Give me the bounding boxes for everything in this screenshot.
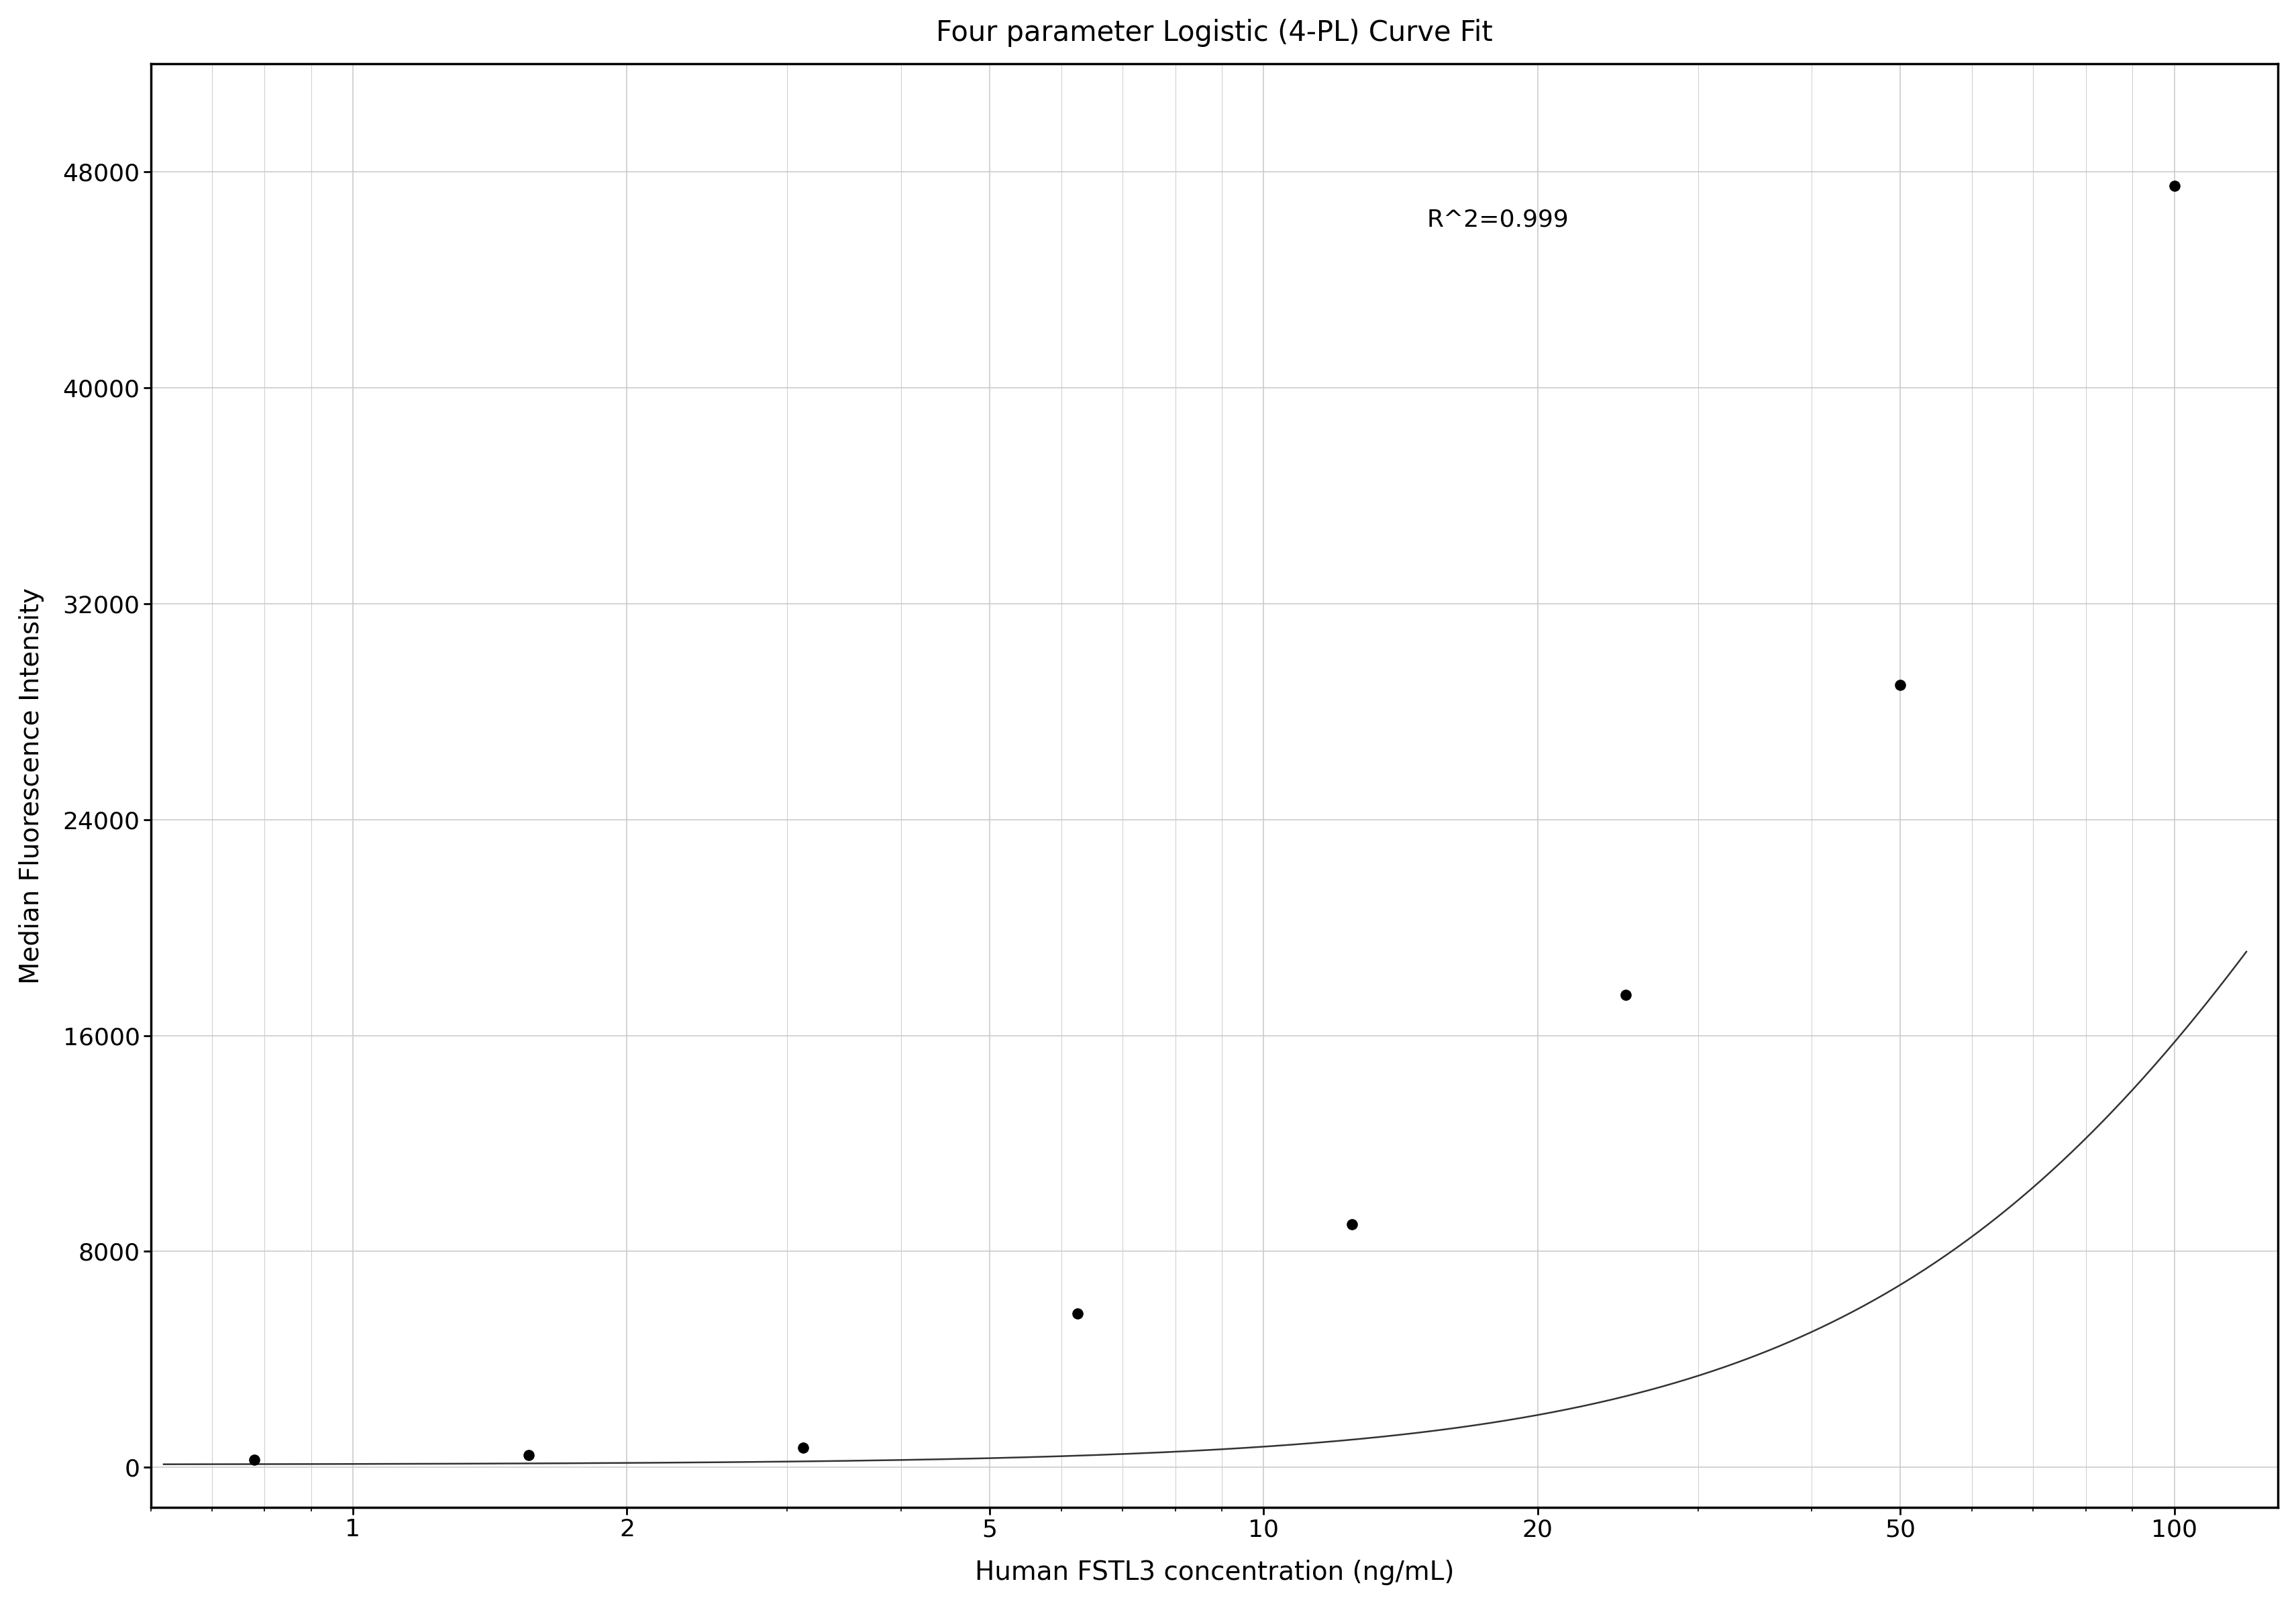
- Point: [1880, 672, 1917, 698]
- Point: [1058, 1301, 1095, 1327]
- Point: [236, 1447, 273, 1472]
- Point: [785, 1434, 822, 1460]
- Point: [1607, 982, 1644, 1007]
- Y-axis label: Median Fluorescence Intensity: Median Fluorescence Intensity: [18, 587, 44, 985]
- Point: [1334, 1211, 1371, 1237]
- X-axis label: Human FSTL3 concentration (ng/mL): Human FSTL3 concentration (ng/mL): [974, 1559, 1453, 1585]
- Point: [510, 1442, 546, 1468]
- Text: R^2=0.999: R^2=0.999: [1426, 209, 1568, 231]
- Title: Four parameter Logistic (4-PL) Curve Fit: Four parameter Logistic (4-PL) Curve Fit: [937, 19, 1492, 47]
- Point: [2156, 173, 2193, 199]
